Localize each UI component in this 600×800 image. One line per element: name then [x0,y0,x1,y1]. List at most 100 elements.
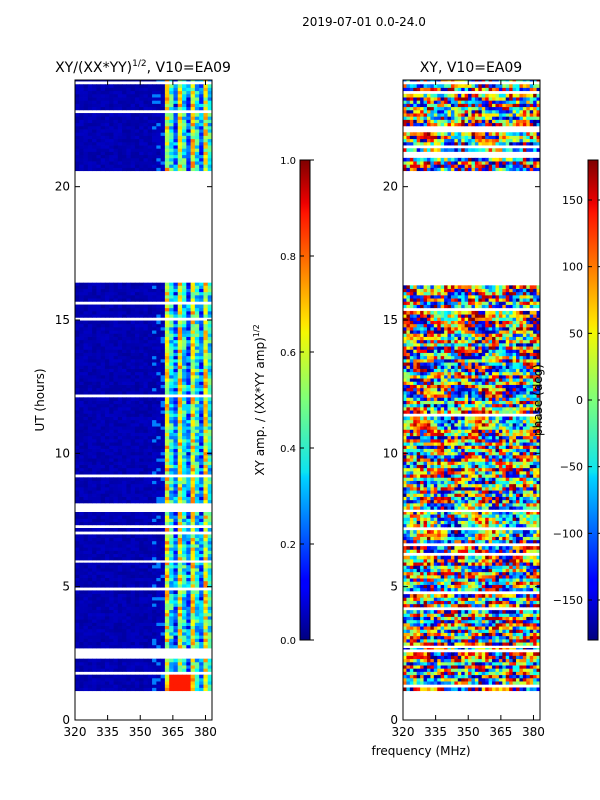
phase-cell [430,674,435,679]
amplitude-cell [199,550,204,554]
amplitude-cell [109,119,114,124]
amplitude-cell [147,438,153,443]
amplitude-cell [79,298,84,302]
amplitude-cell [156,374,162,379]
amplitude-cell [96,467,102,472]
amplitude-cell [186,365,191,369]
amplitude-cell [139,521,144,526]
amplitude-cell [79,600,84,604]
amplitude-cell [177,285,183,289]
amplitude-cell [199,556,204,561]
amplitude-cell [92,285,97,289]
amplitude-cell [134,336,140,341]
amplitude-cell [156,477,162,481]
amplitude-cell [203,362,209,366]
amplitude-cell [160,419,166,424]
amplitude-cell [75,464,80,469]
amplitude-cell [92,553,97,558]
amplitude-cell [92,346,97,350]
amplitude-cell [139,151,144,156]
amplitude-cell [156,282,162,286]
amplitude-cell [186,584,191,588]
amplitude-cell [173,528,179,532]
amplitude-cell [182,342,187,347]
amplitude-cell [152,544,157,548]
amplitude-cell [139,161,144,165]
amplitude-cell [169,432,174,437]
amplitude-cell [100,556,106,561]
amplitude-cell [190,571,196,575]
amplitude-cell [117,677,123,682]
amplitude-cell [113,419,119,424]
amplitude-cell [83,307,89,312]
amplitude-cell [152,574,157,578]
left-heatmap [75,80,212,692]
amplitude-cell [134,619,140,623]
amplitude-cell [100,122,106,127]
amplitude-cell [100,448,106,453]
amplitude-cell [203,577,209,582]
amplitude-cell [104,397,110,401]
amplitude-cell [147,314,153,318]
amplitude-cell [164,470,170,475]
amplitude-cell [79,426,84,430]
amplitude-cell [190,609,196,614]
amplitude-cell [83,90,89,95]
amplitude-cell [194,87,200,92]
amplitude-cell [199,141,204,146]
amplitude-cell [164,330,170,334]
amplitude-cell [147,113,153,117]
amplitude-cell [186,540,191,545]
amplitude-cell [96,358,102,363]
amplitude-cell [143,125,149,130]
phase-cell [498,652,503,656]
amplitude-cell [126,438,132,443]
amplitude-cell [100,609,106,614]
amplitude-cell [83,103,89,108]
amplitude-cell [203,574,209,578]
amplitude-cell [130,644,136,649]
amplitude-cell [207,612,212,617]
amplitude-cell [173,445,179,449]
amplitude-cell [130,590,136,594]
amplitude-cell [117,294,123,299]
amplitude-cell [92,574,97,578]
amplitude-cell [96,521,102,526]
amplitude-cell [96,600,102,604]
amplitude-cell [87,333,93,337]
amplitude-cell [199,628,204,633]
amplitude-cell [79,577,84,582]
amplitude-cell [92,464,97,469]
amplitude-cell [130,625,136,630]
phase-cell [437,665,442,669]
amplitude-cell [117,580,123,585]
amplitude-cell [139,609,144,614]
amplitude-cell [92,87,97,92]
amplitude-cell [113,641,119,646]
amplitude-cell [156,454,162,459]
amplitude-cell [169,145,174,149]
amplitude-cell [130,658,136,663]
amplitude-cell [83,154,89,159]
amplitude-cell [87,384,93,389]
amplitude-cell [117,612,123,617]
amplitude-cell [83,362,89,366]
amplitude-cell [109,435,114,440]
amplitude-cell [96,553,102,558]
amplitude-cell [143,438,149,443]
amplitude-cell [126,294,132,299]
amplitude-cell [160,80,166,82]
amplitude-cell [75,609,80,614]
amplitude-cell [207,138,212,143]
amplitude-cell [113,448,119,453]
amplitude-cell [83,477,89,481]
amplitude-cell [156,445,162,449]
amplitude-cell [173,574,179,578]
amplitude-cell [113,429,119,433]
amplitude-cell [147,157,153,162]
amplitude-cell [207,493,212,497]
amplitude-cell [143,298,149,302]
phase-cell [433,661,438,666]
amplitude-cell [182,410,187,414]
amplitude-cell [75,397,80,401]
